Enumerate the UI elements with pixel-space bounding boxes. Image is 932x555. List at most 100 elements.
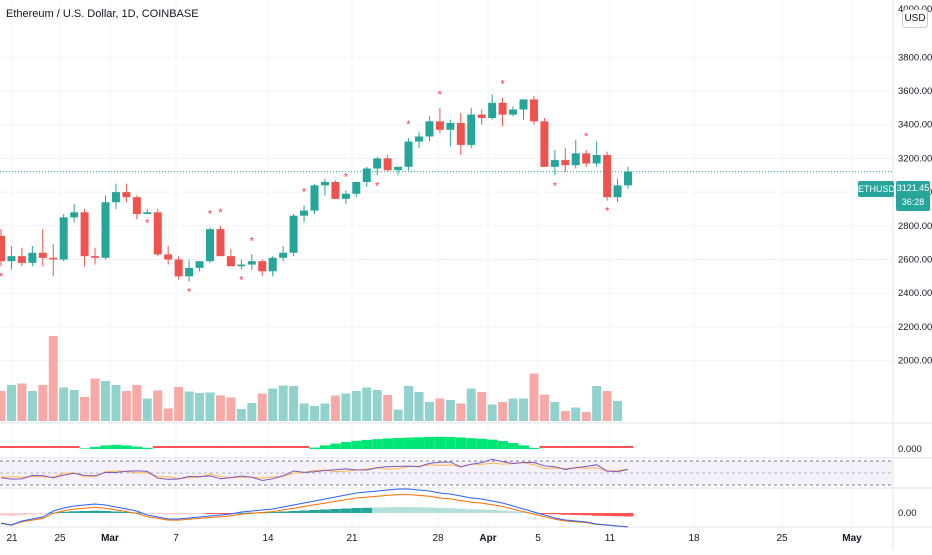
macd-histogram-bar <box>434 436 446 449</box>
candle-body <box>477 114 486 118</box>
oscillator-histogram-bar <box>602 513 613 516</box>
macd-histogram-bar <box>79 448 90 449</box>
candle-body <box>310 185 319 211</box>
signal-star-marker: * <box>239 275 244 287</box>
oscillator-histogram-bar <box>351 508 362 513</box>
macd-histogram-bar <box>581 446 592 448</box>
macd-histogram-bar <box>602 446 613 448</box>
candle-body <box>7 256 16 262</box>
candle-body <box>592 155 601 164</box>
candle-body <box>624 171 632 186</box>
oscillator-histogram-bar <box>497 510 508 513</box>
candle-body <box>216 229 225 257</box>
volume-bar <box>38 385 48 421</box>
oscillator-histogram-bar <box>581 513 592 516</box>
price-tick-label: 2600.00 <box>898 255 932 266</box>
macd-histogram-bar <box>476 438 488 449</box>
oscillator-histogram-bar <box>361 507 373 513</box>
volume-bar <box>174 387 184 421</box>
macd-histogram-bar <box>288 446 299 448</box>
time-tick-label: 7 <box>173 533 179 544</box>
last-price-box: 3121.45 36:28 <box>896 181 930 211</box>
candle-body <box>415 136 423 142</box>
time-tick-label: 25 <box>776 533 788 544</box>
oscillator-histogram-bar <box>455 508 467 513</box>
candle-body <box>394 166 403 171</box>
macd-histogram-bar <box>257 446 268 448</box>
signal-star-marker: * <box>344 171 349 183</box>
oscillator-line <box>0 488 629 528</box>
oscillator-histogram-bar <box>37 513 49 514</box>
macd-histogram-bar <box>110 444 122 449</box>
candle-body <box>582 153 591 164</box>
volume-bar <box>424 402 434 421</box>
oscillator-histogram-bar <box>278 511 289 513</box>
oscillator-histogram-bar <box>110 511 122 513</box>
bar-countdown: 36:28 <box>901 197 925 207</box>
signal-star-marker: * <box>218 207 223 219</box>
candle-body <box>498 102 507 115</box>
currency-selector[interactable]: USD <box>902 9 928 28</box>
candle-body <box>341 193 350 199</box>
oscillator-histogram-bar <box>79 511 90 513</box>
candle-body <box>603 155 612 198</box>
candle-body <box>164 254 173 260</box>
signal-star-marker: * <box>187 286 192 298</box>
price-tick-label: 3600.00 <box>898 86 932 97</box>
volume-bar <box>613 401 623 421</box>
volume-bar <box>456 403 466 421</box>
oscillator-histogram-bar <box>487 510 498 513</box>
macd-histogram-bar <box>194 446 205 448</box>
volume-bar <box>372 390 382 421</box>
volume-bar <box>142 398 152 421</box>
volume-bar <box>404 386 414 421</box>
macd-histogram-bar <box>152 446 164 448</box>
oscillator-histogram-bar <box>414 507 425 513</box>
signal-star-marker: * <box>145 217 150 229</box>
macd-histogram-bar <box>445 437 456 449</box>
oscillator-histogram-bar <box>121 512 132 513</box>
macd-histogram-bar <box>455 437 467 449</box>
candle-body <box>143 212 152 215</box>
time-tick-label: 18 <box>688 533 700 544</box>
macd-histogram-bar <box>48 446 59 448</box>
macd-histogram-bar <box>16 446 28 448</box>
volume-bar <box>195 393 205 421</box>
candle-body <box>519 99 528 110</box>
candle-body <box>435 121 444 130</box>
macd-histogram-bar <box>100 445 111 449</box>
oscillator-histogram-bar <box>466 509 477 513</box>
candle-body <box>529 99 538 122</box>
macd-histogram-bar <box>205 446 216 448</box>
candle-body <box>373 158 382 169</box>
time-tick-label: 28 <box>432 533 444 544</box>
oscillator-histogram-bar <box>382 507 394 513</box>
macd-histogram-bar <box>131 446 143 449</box>
oscillator-histogram-bar <box>612 513 623 517</box>
candle-body <box>38 252 47 258</box>
signal-star-marker: * <box>250 235 255 247</box>
macd-histogram-bar <box>142 447 153 449</box>
oscillator-histogram-bar <box>403 507 414 513</box>
oscillator-histogram-bar <box>215 513 226 514</box>
macd-histogram-bar <box>612 446 623 448</box>
macd-histogram-bar <box>539 446 550 448</box>
macd-histogram-bar <box>466 438 477 449</box>
oscillator-histogram-bar <box>434 508 446 513</box>
volume-bar <box>247 403 257 421</box>
oscillator-histogram-bar <box>58 511 70 513</box>
volume-bar <box>215 395 225 421</box>
oscillator-histogram-bar <box>476 509 488 513</box>
volume-bar <box>445 400 455 421</box>
volume-bar <box>330 395 340 421</box>
macd-histogram-bar <box>497 441 508 449</box>
macd-histogram-bar <box>393 437 404 449</box>
volume-bar <box>257 393 267 421</box>
volume-bar <box>550 402 560 421</box>
time-tick-label: 25 <box>54 533 66 544</box>
time-tick-label: May <box>842 533 862 544</box>
macd-histogram-bar <box>121 445 132 449</box>
oscillator-histogram-bar <box>570 513 582 515</box>
